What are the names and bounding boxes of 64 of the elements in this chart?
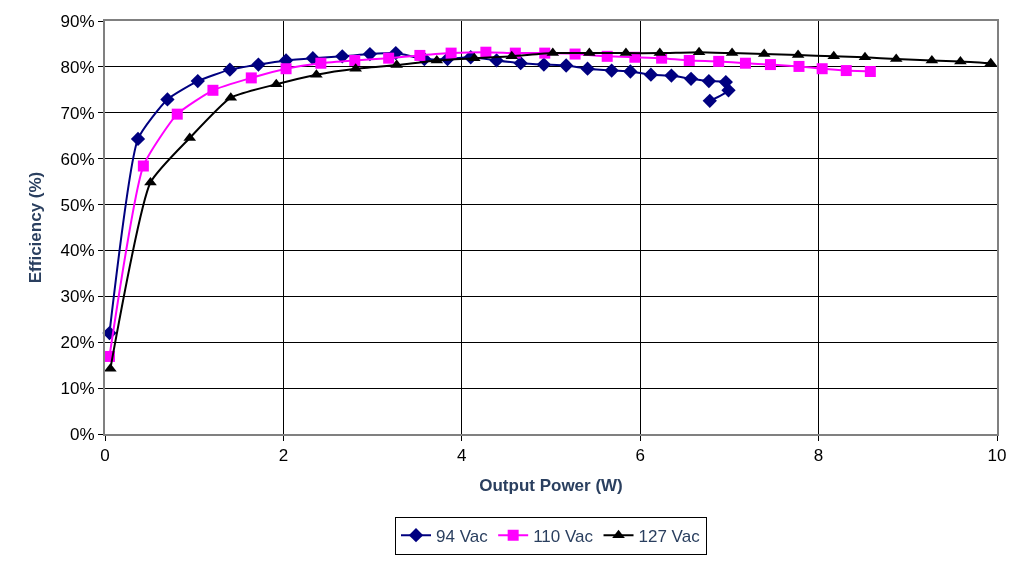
y-tick-label: 70% xyxy=(60,103,95,123)
x-tick-label: 0 xyxy=(100,446,110,466)
point xyxy=(222,62,238,77)
point xyxy=(383,52,395,64)
point xyxy=(430,54,444,64)
point xyxy=(701,73,717,89)
point xyxy=(827,50,841,60)
y-tick-label: 0% xyxy=(70,424,95,444)
point xyxy=(664,68,679,83)
point xyxy=(643,67,659,82)
x-tick-label: 4 xyxy=(457,446,467,466)
point xyxy=(623,64,638,79)
point xyxy=(702,93,717,108)
legend-label: 94 Vac xyxy=(436,526,489,546)
point xyxy=(683,71,699,86)
point xyxy=(251,57,266,72)
point xyxy=(536,57,552,72)
y-tick-label: 40% xyxy=(60,241,95,261)
point xyxy=(764,59,776,71)
point xyxy=(840,65,852,77)
point xyxy=(190,73,205,89)
point xyxy=(160,92,175,107)
point xyxy=(713,55,725,67)
point xyxy=(721,83,736,98)
point xyxy=(683,54,695,66)
y-tick-label: 60% xyxy=(60,149,95,169)
point xyxy=(816,63,828,75)
point xyxy=(604,63,619,78)
point xyxy=(445,47,457,59)
point xyxy=(954,55,967,65)
point xyxy=(315,57,327,69)
y-axis-title: Efficiency (%) xyxy=(25,171,45,284)
point xyxy=(245,72,257,84)
x-tick-label: 8 xyxy=(813,446,824,466)
point xyxy=(739,57,751,69)
x-axis-title: Output Power (W) xyxy=(479,476,623,496)
point xyxy=(362,46,378,62)
legend-label: 127 Vac xyxy=(638,526,701,546)
legend-label: 110 Vac xyxy=(533,526,594,546)
point xyxy=(207,84,219,96)
point xyxy=(925,54,939,64)
point xyxy=(559,58,574,73)
point xyxy=(335,49,350,64)
point xyxy=(864,65,876,77)
point xyxy=(171,108,183,120)
point xyxy=(269,78,283,88)
y-tick-label: 10% xyxy=(60,379,95,399)
y-tick-label: 50% xyxy=(60,195,95,215)
point xyxy=(580,61,595,76)
point xyxy=(137,160,149,172)
point xyxy=(793,60,805,72)
y-tick-label: 80% xyxy=(60,57,95,77)
point xyxy=(505,50,519,60)
x-tick-label: 10 xyxy=(987,446,1007,466)
x-tick-label: 2 xyxy=(278,446,289,466)
point xyxy=(513,56,528,71)
point xyxy=(349,54,361,66)
y-tick-label: 30% xyxy=(60,287,95,307)
y-tick-label: 20% xyxy=(60,333,95,353)
x-tick-label: 6 xyxy=(635,446,645,466)
point xyxy=(414,49,426,61)
point xyxy=(280,63,292,75)
point xyxy=(130,131,146,147)
y-tick-label: 90% xyxy=(60,11,95,31)
